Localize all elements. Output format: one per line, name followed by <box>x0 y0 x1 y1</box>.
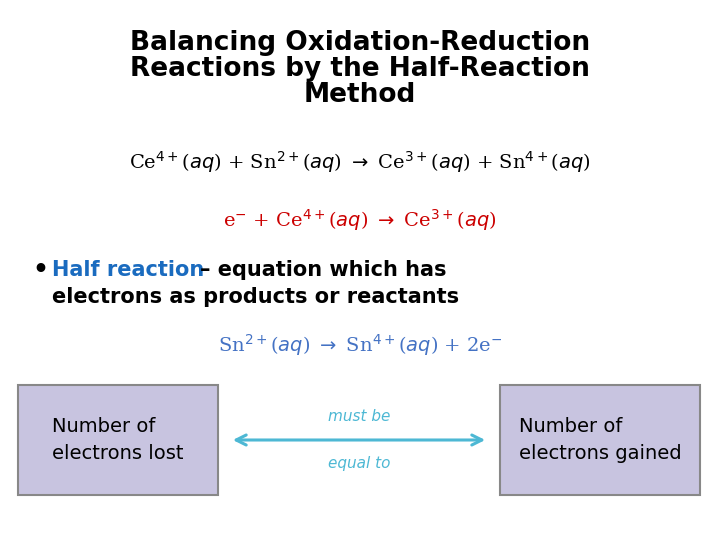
Text: e$^{-}$ + Ce$^{4+}$($aq$) $\rightarrow$ Ce$^{3+}$($aq$): e$^{-}$ + Ce$^{4+}$($aq$) $\rightarrow$ … <box>223 207 497 233</box>
Text: Ce$^{4+}$($aq$) + Sn$^{2+}$($aq$) $\rightarrow$ Ce$^{3+}$($aq$) + Sn$^{4+}$($aq$: Ce$^{4+}$($aq$) + Sn$^{2+}$($aq$) $\righ… <box>129 149 591 175</box>
Text: Sn$^{2+}$($aq$) $\rightarrow$ Sn$^{4+}$($aq$) + 2e$^{-}$: Sn$^{2+}$($aq$) $\rightarrow$ Sn$^{4+}$(… <box>217 332 503 358</box>
Text: Number of
electrons gained: Number of electrons gained <box>518 417 681 463</box>
Text: – equation which has: – equation which has <box>200 260 446 280</box>
Text: must be: must be <box>328 409 390 424</box>
Text: Method: Method <box>304 82 416 108</box>
Text: equal to: equal to <box>328 456 390 471</box>
Text: •: • <box>32 258 48 282</box>
Text: Reactions by the Half-Reaction: Reactions by the Half-Reaction <box>130 56 590 82</box>
FancyBboxPatch shape <box>500 385 700 495</box>
FancyBboxPatch shape <box>18 385 218 495</box>
Text: electrons as products or reactants: electrons as products or reactants <box>52 287 459 307</box>
Text: Balancing Oxidation-Reduction: Balancing Oxidation-Reduction <box>130 30 590 56</box>
Text: Number of
electrons lost: Number of electrons lost <box>53 417 184 463</box>
Text: Half reaction: Half reaction <box>52 260 204 280</box>
